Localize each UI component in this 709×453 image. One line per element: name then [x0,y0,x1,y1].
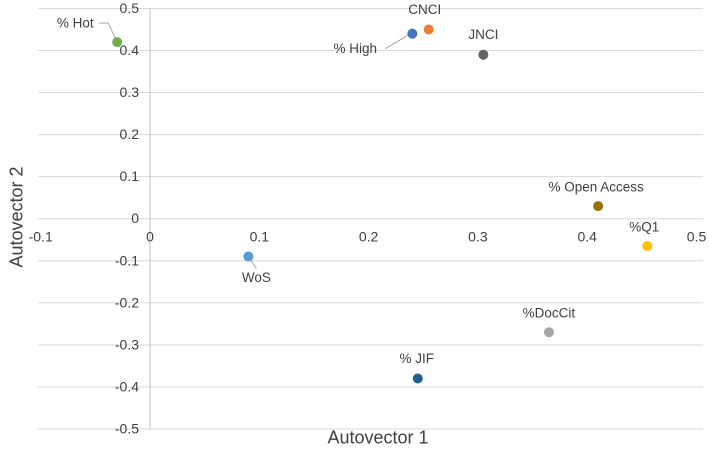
data-point [243,251,254,262]
y-tick-label: 0.3 [120,84,140,100]
y-axis-title: Autovector 2 [6,166,27,268]
y-tick-label: -0.2 [115,294,139,310]
x-tick-label: 0.1 [250,229,270,245]
data-point [407,28,418,39]
y-tick-label: 0.1 [120,168,140,184]
point-label: WoS [242,270,271,285]
point-label: %DocCit [523,306,576,321]
data-point [642,241,653,252]
leader-line [385,35,408,50]
y-tick-label: 0 [131,210,139,226]
y-tick-label: -0.5 [115,420,139,436]
data-point [112,37,123,48]
point-label: % High [334,41,378,56]
x-tick-label: 0.2 [359,229,379,245]
data-point [412,373,423,384]
y-tick-label: -0.4 [115,378,139,394]
y-tick-label: 0.4 [120,42,140,58]
data-point [543,327,554,338]
y-tick-label: 0.5 [120,0,140,16]
point-label: % Hot [57,16,94,31]
point-label: % JIF [400,351,435,366]
data-point [478,49,489,60]
point-label: CNCI [408,2,441,17]
y-tick-label: 0.2 [120,126,140,142]
point-label: JNCI [468,27,498,42]
point-label: %Q1 [629,220,659,235]
y-tick-label: -0.3 [115,336,139,352]
x-axis-title: Autovector 1 [327,427,429,448]
x-tick-label: 0.5 [687,229,707,245]
point-label: % Open Access [548,180,644,195]
x-tick-label: 0.3 [468,229,488,245]
data-point [423,24,434,35]
x-tick-label: 0.4 [577,229,597,245]
y-tick-label: -0.1 [115,252,139,268]
x-tick-label: 0 [146,229,154,245]
leader-line [249,259,257,269]
x-tick-label: -0.1 [29,229,53,245]
data-point [593,201,604,212]
leader-line [99,22,116,39]
